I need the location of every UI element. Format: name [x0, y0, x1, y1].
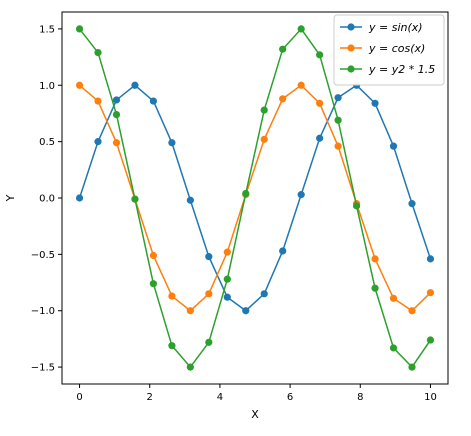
- legend-box: [333, 14, 445, 86]
- data-point: [297, 81, 305, 89]
- data-point: [186, 307, 194, 315]
- legend-label: y = cos(x): [368, 42, 425, 55]
- data-point: [242, 189, 250, 198]
- data-point: [149, 97, 158, 105]
- data-point: [75, 194, 84, 202]
- watermark-text: 知乎 @Python学研大本营: [303, 402, 456, 418]
- series-1: [75, 81, 435, 315]
- data-point: [149, 280, 158, 288]
- legend-marker: [347, 44, 355, 52]
- series-line: [79, 84, 431, 312]
- data-point: [168, 139, 176, 147]
- data-point: [205, 290, 213, 298]
- data-point: [408, 200, 416, 208]
- data-point: [205, 253, 213, 261]
- y-tick-label: −0.5: [31, 250, 55, 261]
- data-point: [408, 363, 416, 371]
- data-point: [94, 138, 102, 146]
- data-point: [223, 275, 231, 283]
- data-point: [334, 94, 342, 102]
- legend-label: y = sin(x): [368, 21, 423, 34]
- data-point: [279, 95, 287, 103]
- data-point: [260, 135, 268, 143]
- data-point: [186, 196, 194, 204]
- x-tick-label: 4: [217, 392, 223, 403]
- data-point: [260, 290, 268, 298]
- data-point: [334, 142, 342, 150]
- y-tick-label: 0.5: [39, 137, 55, 148]
- series-line: [78, 84, 432, 312]
- data-point: [279, 247, 287, 255]
- data-point: [389, 294, 398, 302]
- data-point: [371, 99, 379, 107]
- series-3: [75, 25, 435, 371]
- x-axis-label: X: [251, 408, 259, 421]
- data-point: [112, 96, 121, 104]
- x-tick-label: 2: [147, 392, 153, 403]
- data-point: [168, 292, 176, 300]
- data-point: [94, 97, 102, 105]
- data-point: [426, 336, 435, 344]
- data-point: [316, 51, 324, 59]
- series-line: [78, 27, 432, 369]
- y-tick-label: −1.5: [31, 363, 55, 374]
- data-point: [389, 344, 398, 352]
- x-ticks: 0 2 4 6 8 10: [76, 384, 437, 403]
- data-point: [186, 363, 194, 371]
- data-point: [260, 106, 268, 114]
- x-tick-label: 10: [424, 392, 437, 403]
- x-tick-label: 0: [76, 392, 82, 403]
- legend-label: y = y2 * 1.5: [368, 63, 435, 76]
- data-point: [149, 251, 158, 260]
- data-point: [112, 110, 121, 119]
- y-ticks: −1.5 −1.0 −0.5 0.0 0.5 1.0 1.5: [31, 24, 62, 374]
- data-point: [316, 99, 324, 107]
- data-point: [205, 338, 213, 346]
- data-point: [426, 289, 435, 297]
- data-point: [371, 255, 379, 263]
- data-point: [223, 248, 231, 256]
- data-point: [334, 116, 342, 124]
- y-axis-label: Y: [4, 194, 17, 202]
- data-point: [75, 25, 84, 33]
- data-point: [94, 48, 102, 57]
- data-point: [297, 25, 305, 33]
- x-tick-label: 8: [357, 392, 363, 403]
- data-point: [242, 307, 250, 315]
- legend-item: y = sin(x): [340, 21, 423, 34]
- data-point: [112, 139, 121, 147]
- data-point: [279, 45, 287, 53]
- data-point: [352, 202, 361, 210]
- legend-item: y = cos(x): [340, 42, 425, 55]
- y-tick-label: −1.0: [31, 306, 55, 317]
- data-point: [389, 142, 398, 150]
- data-point: [297, 191, 305, 199]
- y-tick-label: 1.5: [39, 24, 55, 35]
- data-point: [371, 284, 379, 292]
- legend-item: y = y2 * 1.5: [340, 63, 435, 76]
- data-point: [223, 293, 231, 301]
- data-point: [131, 81, 139, 89]
- legend-marker: [347, 23, 355, 31]
- data-point: [75, 81, 84, 89]
- series-layer: [75, 25, 435, 371]
- y-tick-label: 0.0: [39, 194, 55, 205]
- legend: y = sin(x) y = cos(x) y = y2 * 1.5: [333, 14, 445, 86]
- data-point: [168, 342, 176, 350]
- legend-marker: [347, 65, 355, 73]
- data-point: [426, 255, 435, 263]
- data-point: [408, 307, 416, 315]
- y-tick-label: 1.0: [39, 81, 55, 92]
- data-point: [316, 134, 324, 142]
- x-tick-label: 6: [287, 392, 293, 403]
- data-point: [131, 195, 139, 203]
